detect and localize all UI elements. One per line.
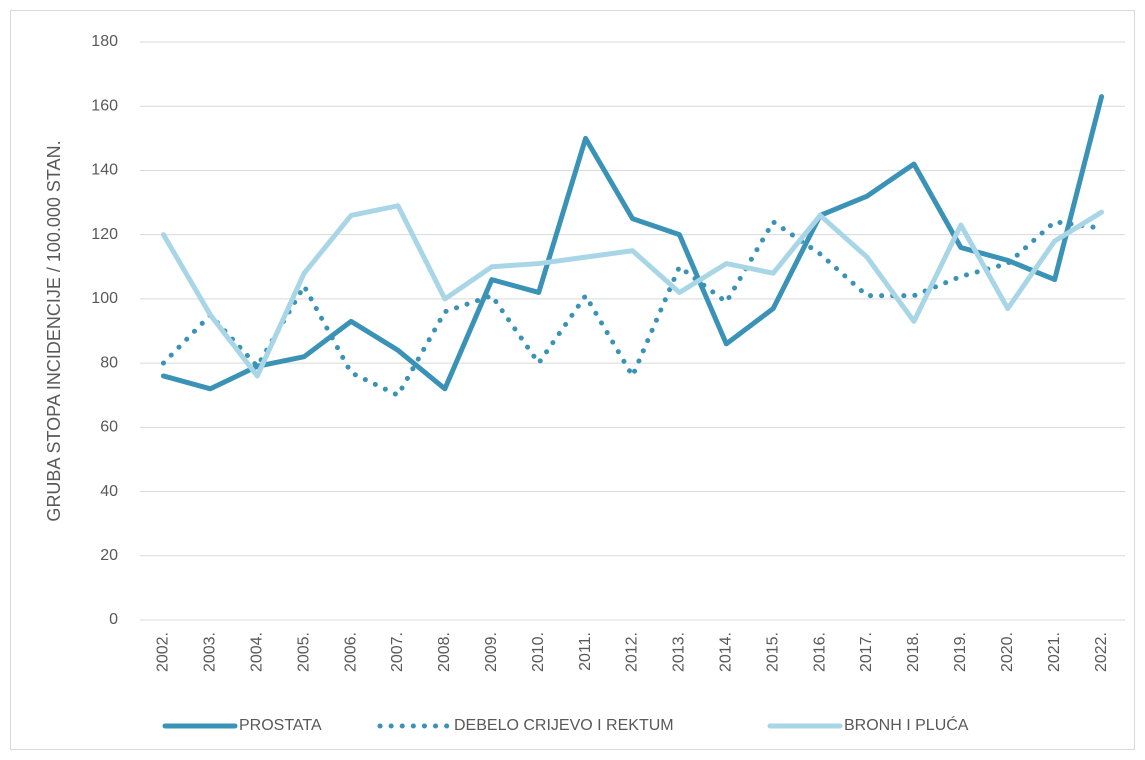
y-tick-label: 60	[100, 419, 118, 436]
legend-label: DEBELO CRIJEVO I REKTUM	[454, 717, 674, 734]
x-tick-label: 2010.	[530, 632, 547, 672]
x-tick-label: 2008.	[436, 632, 453, 672]
y-tick-label: 0	[109, 611, 118, 628]
y-tick-label: 140	[91, 162, 118, 179]
x-tick-label: 2005.	[295, 632, 312, 672]
x-tick-label: 2011.	[577, 632, 594, 671]
x-tick-label: 2019.	[952, 632, 969, 672]
legend-label: PROSTATA	[239, 717, 322, 734]
chart-frame	[10, 10, 1135, 750]
line-series	[160, 203, 1105, 379]
x-tick-label: 2006.	[342, 632, 359, 672]
x-tick-label: 2013.	[671, 632, 688, 672]
y-tick-label: 80	[100, 354, 118, 371]
line-series	[160, 218, 1105, 399]
x-tick-label: 2017.	[858, 632, 875, 672]
line-series	[160, 94, 1105, 392]
x-tick-label: 2018.	[905, 632, 922, 672]
x-tick-label: 2015.	[764, 632, 781, 672]
y-tick-label: 160	[91, 97, 118, 114]
x-tick-label: 2016.	[811, 632, 828, 672]
x-tick-label: 2007.	[389, 632, 406, 672]
x-tick-label: 2012.	[624, 632, 641, 672]
y-axis-title: GRUBA STOPA INCIDENCIJE / 100.000 STAN.	[44, 140, 64, 521]
y-tick-label: 100	[91, 290, 118, 307]
x-tick-label: 2002.	[155, 632, 172, 672]
y-tick-label: 120	[91, 226, 118, 243]
x-tick-label: 2021.	[1046, 632, 1063, 672]
x-tick-label: 2014.	[718, 632, 735, 672]
y-tick-label: 20	[100, 547, 118, 564]
x-tick-label: 2020.	[999, 632, 1016, 672]
x-tick-label: 2022.	[1093, 632, 1110, 672]
y-tick-label: 180	[91, 33, 118, 50]
y-tick-label: 40	[100, 483, 118, 500]
x-tick-label: 2004.	[248, 632, 265, 672]
legend-label: BRONH I PLUĆA	[844, 715, 969, 734]
x-tick-label: 2003.	[202, 632, 219, 672]
x-tick-label: 2009.	[483, 632, 500, 672]
